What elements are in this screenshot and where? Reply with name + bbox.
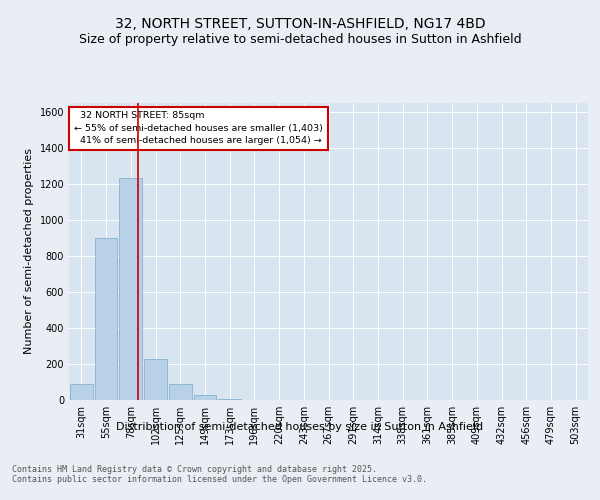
Text: Distribution of semi-detached houses by size in Sutton in Ashfield: Distribution of semi-detached houses by … xyxy=(116,422,484,432)
Text: Size of property relative to semi-detached houses in Sutton in Ashfield: Size of property relative to semi-detach… xyxy=(79,32,521,46)
Bar xyxy=(70,384,93,400)
Bar xyxy=(169,384,191,400)
Bar xyxy=(194,396,216,400)
Text: 32 NORTH STREET: 85sqm
← 55% of semi-detached houses are smaller (1,403)
  41% o: 32 NORTH STREET: 85sqm ← 55% of semi-det… xyxy=(74,112,323,146)
Bar xyxy=(119,178,142,400)
Y-axis label: Number of semi-detached properties: Number of semi-detached properties xyxy=(24,148,34,354)
Bar xyxy=(95,238,118,400)
Bar xyxy=(144,358,167,400)
Text: Contains HM Land Registry data © Crown copyright and database right 2025.
Contai: Contains HM Land Registry data © Crown c… xyxy=(12,465,427,484)
Text: 32, NORTH STREET, SUTTON-IN-ASHFIELD, NG17 4BD: 32, NORTH STREET, SUTTON-IN-ASHFIELD, NG… xyxy=(115,18,485,32)
Bar xyxy=(218,399,241,400)
